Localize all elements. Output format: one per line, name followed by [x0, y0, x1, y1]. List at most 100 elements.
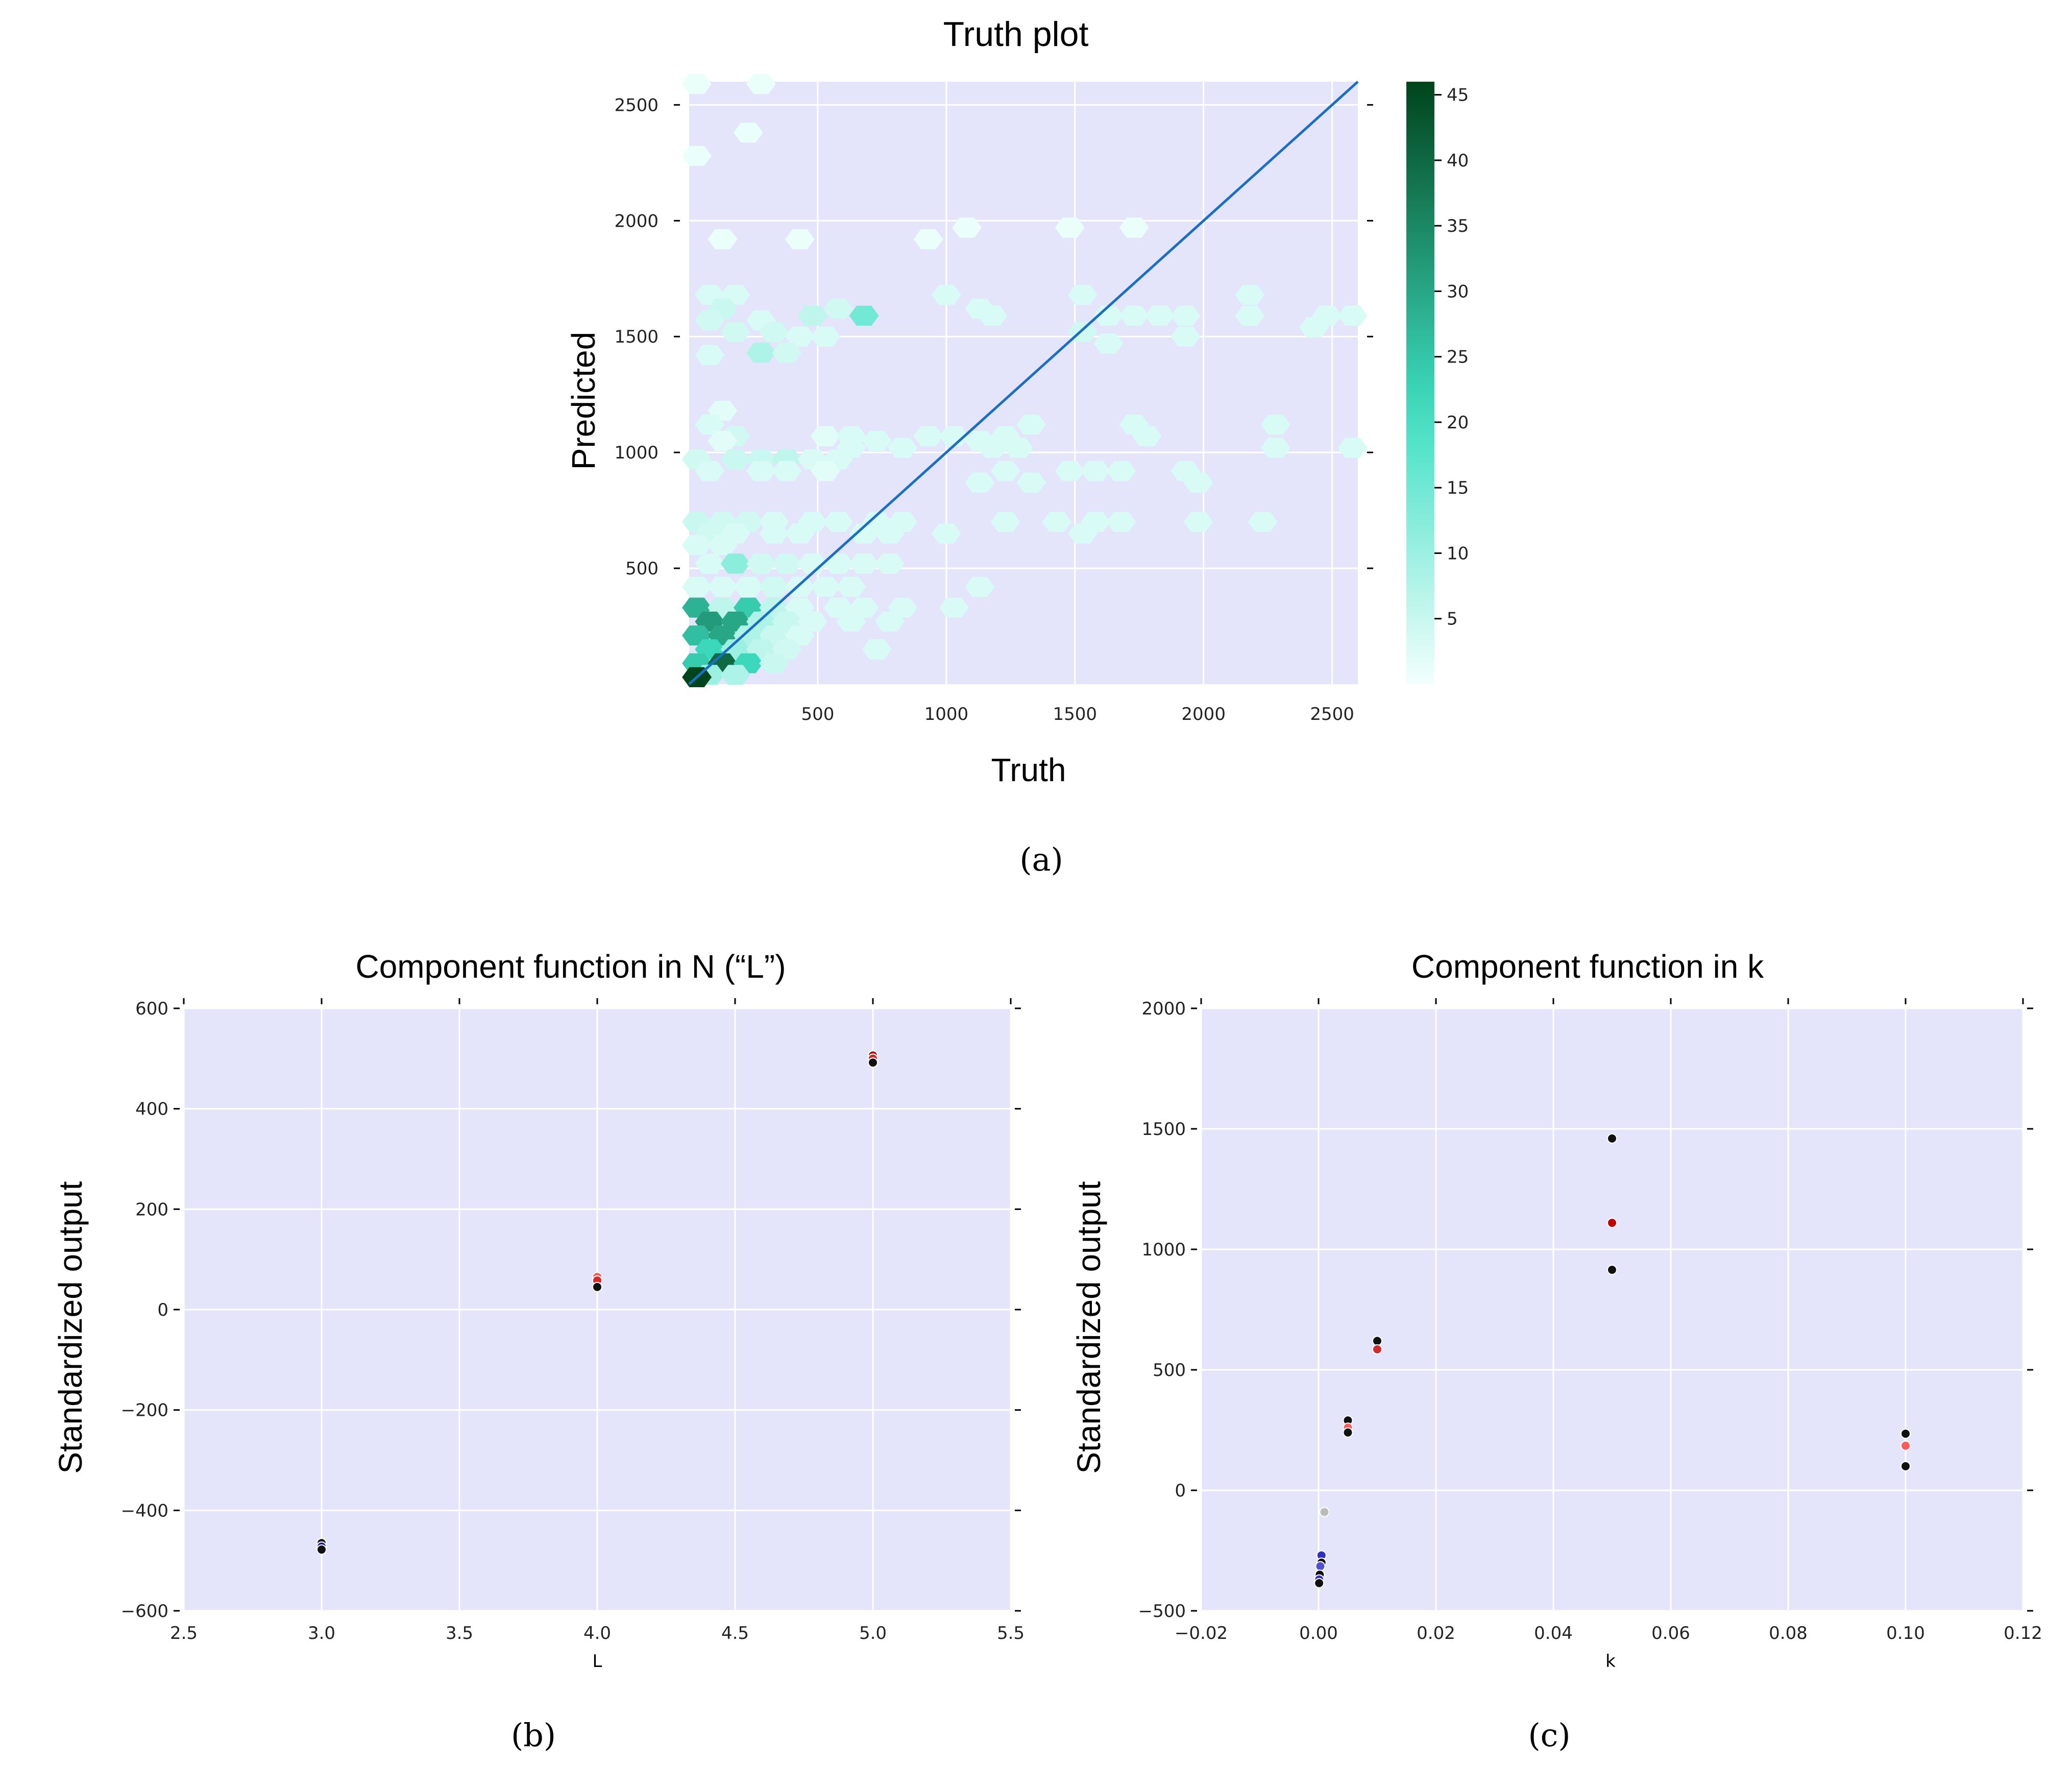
- hexbin-cell: [978, 305, 1008, 326]
- hexbin-cell: [1145, 305, 1175, 326]
- component-k-x-label: k: [1605, 1651, 1616, 1672]
- hexbin-cell: [797, 553, 827, 574]
- hexbin-cell: [1042, 512, 1072, 532]
- hexbin-cell: [875, 611, 905, 632]
- x-tick-label: 3.0: [308, 1623, 335, 1643]
- caption-a: (a): [1019, 841, 1063, 878]
- hexbin-cell: [695, 345, 725, 366]
- hexbin-cell: [1171, 461, 1201, 481]
- colorbar-gradient: [1406, 82, 1434, 684]
- hexbin-cell: [1235, 305, 1265, 326]
- hexbin-cell: [708, 576, 738, 597]
- data-point: [316, 1544, 327, 1555]
- hexbin-cell: [746, 461, 776, 481]
- y-tick-label: 500: [625, 559, 659, 579]
- hexbin-cell: [931, 523, 961, 544]
- hexbin-cell: [772, 553, 802, 574]
- hexbin-cell: [695, 553, 725, 574]
- hexbin-layer: [682, 74, 1368, 687]
- y-tick-label: 2000: [614, 211, 659, 231]
- hexbin-cell: [1067, 284, 1098, 305]
- component-k-ticks: −0.02 0.00 0.02 0.04 0.06 0.08 0.10 0.12 −500 0 50…: [1138, 998, 2042, 1643]
- hexbin-cell: [1093, 333, 1124, 354]
- hexbin-cell: [1299, 317, 1329, 337]
- hexbin-cell: [1248, 512, 1278, 532]
- hexbin-cell: [849, 305, 879, 326]
- hexbin-cell: [682, 74, 712, 94]
- y-tick-label: 0: [1175, 1481, 1186, 1501]
- hexbin-cell: [759, 322, 789, 342]
- colorbar-tick-label: 10: [1447, 543, 1469, 564]
- hexbin-cell: [1337, 438, 1368, 458]
- hexbin-cell: [1055, 461, 1085, 481]
- hexbin-cell: [682, 535, 712, 555]
- y-tick-label: 1000: [614, 443, 659, 463]
- hexbin-cell: [823, 512, 854, 532]
- hexbin-cell: [708, 229, 738, 250]
- y-tick-label: 1500: [614, 327, 659, 347]
- hexbin-cell: [849, 523, 879, 544]
- hexbin-cell: [1171, 305, 1201, 326]
- x-tick-label: 4.5: [721, 1623, 749, 1643]
- hexbin-cell: [1183, 512, 1213, 532]
- hexbin-cell: [772, 343, 802, 363]
- hexbin-cell: [811, 576, 840, 597]
- hexbin-cell: [965, 472, 995, 493]
- hexbin-cell: [849, 553, 879, 574]
- y-tick-label: 2500: [614, 95, 659, 115]
- hexbin-cell: [939, 597, 969, 618]
- y-tick-label: 1500: [1141, 1119, 1186, 1140]
- component-L-panel: Component function in N (“L”) 2.5 3.0 3.5 4…: [52, 948, 1025, 1754]
- hexbin-cell: [875, 523, 905, 544]
- data-point: [1900, 1440, 1911, 1451]
- hexbin-cell: [1119, 217, 1149, 238]
- hexbin-cell: [888, 438, 918, 458]
- hexbin-cell: [1337, 305, 1368, 326]
- x-tick-label: 0.12: [2004, 1623, 2042, 1643]
- x-tick-label: 0.08: [1769, 1623, 1808, 1643]
- hexbin-cell: [785, 523, 815, 544]
- y-tick-label: 500: [1153, 1360, 1186, 1381]
- caption-c: (c): [1528, 1716, 1570, 1754]
- hexbin-cell: [836, 438, 866, 458]
- y-tick-label: 0: [157, 1300, 168, 1320]
- hexbin-cell: [965, 576, 995, 597]
- y-tick-label: 200: [135, 1199, 168, 1220]
- x-tick-label: 5.0: [859, 1623, 887, 1643]
- hexbin-cell: [695, 415, 725, 435]
- colorbar-tick-label: 15: [1447, 478, 1469, 498]
- hexbin-cell: [1106, 512, 1136, 532]
- component-L-points: [316, 1050, 878, 1555]
- x-tick-label: 0.10: [1886, 1623, 1925, 1643]
- hexbin-cell: [862, 430, 892, 451]
- x-tick-label: −0.02: [1175, 1623, 1228, 1643]
- hexbin-cell: [862, 639, 892, 660]
- hexbin-cell: [785, 326, 815, 347]
- y-tick-label: 600: [135, 999, 168, 1019]
- hexbin-cell: [759, 523, 789, 544]
- hexbin-cell: [695, 310, 725, 331]
- hexbin-cell: [1081, 461, 1111, 481]
- hexbin-cell: [759, 653, 789, 673]
- hexbin-cell: [746, 74, 776, 94]
- hexbin-cell: [733, 123, 763, 143]
- y-tick-label: 1000: [1141, 1240, 1186, 1260]
- hexbin-cell: [913, 229, 943, 250]
- x-tick-label: 0.06: [1651, 1623, 1690, 1643]
- component-k-title: Component function in k: [1411, 948, 1764, 985]
- data-point: [1319, 1507, 1330, 1517]
- hexbin-cell: [939, 426, 969, 446]
- hexbin-cell: [811, 326, 840, 347]
- hexbin-cell: [720, 322, 750, 342]
- component-L-x-label: L: [593, 1651, 602, 1672]
- hexbin-cell: [772, 461, 802, 481]
- x-tick-label: 0.04: [1534, 1623, 1573, 1643]
- component-k-grid: [1200, 1007, 2024, 1612]
- hexbin-cell: [811, 461, 840, 481]
- hexbin-cell: [1119, 305, 1149, 326]
- hexbin-cell: [823, 553, 854, 574]
- hexbin-cell: [720, 665, 750, 685]
- hexbin-cell: [811, 426, 840, 446]
- colorbar-tick-label: 45: [1447, 85, 1469, 106]
- hexbin-cell: [759, 576, 789, 597]
